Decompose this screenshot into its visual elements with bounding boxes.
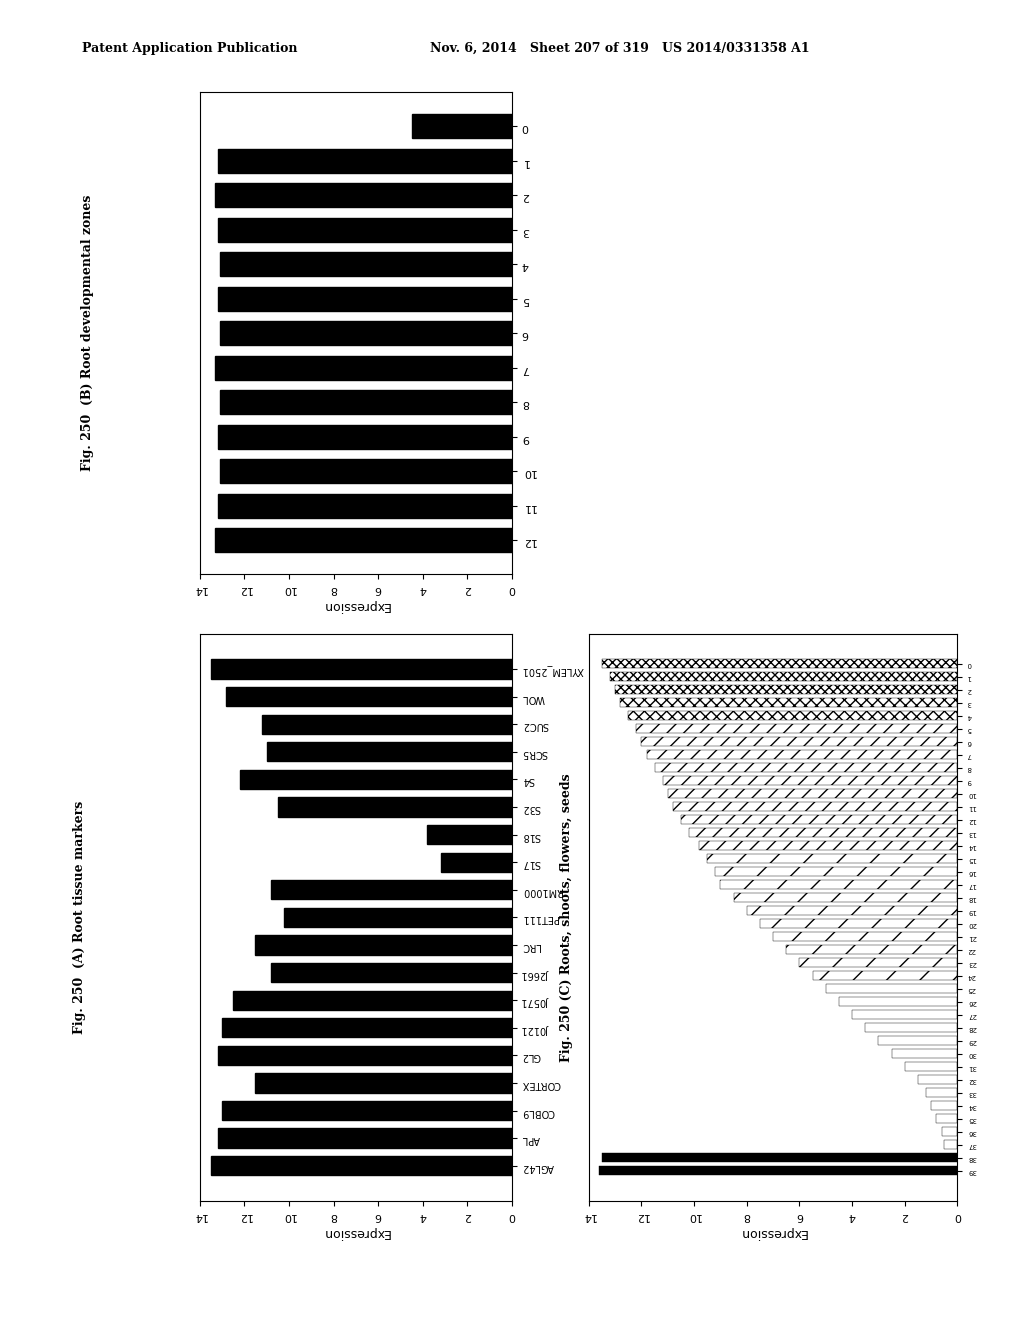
X-axis label: Expression: Expression — [322, 599, 390, 612]
Bar — [615, 685, 957, 694]
Bar — [217, 286, 512, 312]
Bar — [285, 908, 512, 927]
Bar — [892, 1049, 957, 1059]
Bar — [220, 252, 512, 276]
Bar — [673, 803, 957, 812]
Bar — [746, 907, 957, 916]
Bar — [689, 829, 957, 837]
Bar — [271, 962, 512, 982]
Bar — [217, 425, 512, 449]
Bar — [255, 1073, 512, 1093]
Bar — [233, 990, 512, 1010]
Bar — [217, 1129, 512, 1148]
Bar — [668, 789, 957, 799]
Text: Fig. 250 (C) Roots, shoots, flowers, seeds: Fig. 250 (C) Roots, shoots, flowers, see… — [560, 774, 572, 1061]
Text: Nov. 6, 2014   Sheet 207 of 319   US 2014/0331358 A1: Nov. 6, 2014 Sheet 207 of 319 US 2014/03… — [430, 42, 810, 55]
Bar — [215, 355, 512, 380]
Bar — [226, 686, 512, 706]
Bar — [926, 1088, 957, 1097]
Bar — [931, 1101, 957, 1110]
Bar — [852, 1010, 957, 1019]
Bar — [647, 750, 957, 759]
Bar — [262, 714, 512, 734]
Bar — [786, 945, 957, 954]
Bar — [266, 742, 512, 762]
Bar — [936, 1114, 957, 1123]
Bar — [715, 867, 957, 876]
Bar — [636, 725, 957, 734]
Bar — [721, 880, 957, 890]
Bar — [217, 218, 512, 242]
Bar — [879, 1036, 957, 1045]
Bar — [944, 1140, 957, 1150]
Bar — [610, 672, 957, 681]
Bar — [427, 825, 512, 845]
Bar — [599, 1167, 957, 1175]
Bar — [215, 528, 512, 552]
X-axis label: Expression: Expression — [322, 1226, 390, 1239]
Text: Fig. 250  (A) Root tissue markers: Fig. 250 (A) Root tissue markers — [74, 801, 86, 1034]
Bar — [733, 894, 957, 903]
Bar — [699, 841, 957, 850]
Bar — [773, 932, 957, 941]
Bar — [602, 1154, 957, 1163]
Bar — [760, 919, 957, 928]
Bar — [654, 763, 957, 772]
Bar — [641, 738, 957, 747]
X-axis label: Expression: Expression — [739, 1226, 807, 1239]
Bar — [222, 1101, 512, 1121]
Text: Patent Application Publication: Patent Application Publication — [82, 42, 297, 55]
Bar — [217, 1045, 512, 1065]
Bar — [825, 985, 957, 994]
Bar — [220, 459, 512, 483]
Bar — [440, 853, 512, 873]
Bar — [211, 1156, 512, 1175]
Bar — [271, 880, 512, 899]
Bar — [942, 1127, 957, 1137]
Bar — [220, 391, 512, 414]
Bar — [255, 936, 512, 954]
Bar — [240, 770, 512, 789]
Bar — [278, 797, 512, 817]
Bar — [681, 816, 957, 825]
Bar — [217, 494, 512, 517]
Bar — [663, 776, 957, 785]
Bar — [621, 698, 957, 708]
Bar — [220, 321, 512, 346]
Text: Fig. 250  (B) Root developmental zones: Fig. 250 (B) Root developmental zones — [81, 194, 93, 471]
Bar — [217, 149, 512, 173]
Bar — [412, 115, 512, 139]
Bar — [800, 958, 957, 968]
Bar — [708, 854, 957, 863]
Bar — [222, 1018, 512, 1038]
Bar — [813, 972, 957, 981]
Bar — [839, 998, 957, 1006]
Bar — [629, 711, 957, 721]
Bar — [905, 1063, 957, 1072]
Bar — [865, 1023, 957, 1032]
Bar — [211, 660, 512, 678]
Bar — [918, 1076, 957, 1085]
Bar — [602, 660, 957, 668]
Bar — [215, 183, 512, 207]
